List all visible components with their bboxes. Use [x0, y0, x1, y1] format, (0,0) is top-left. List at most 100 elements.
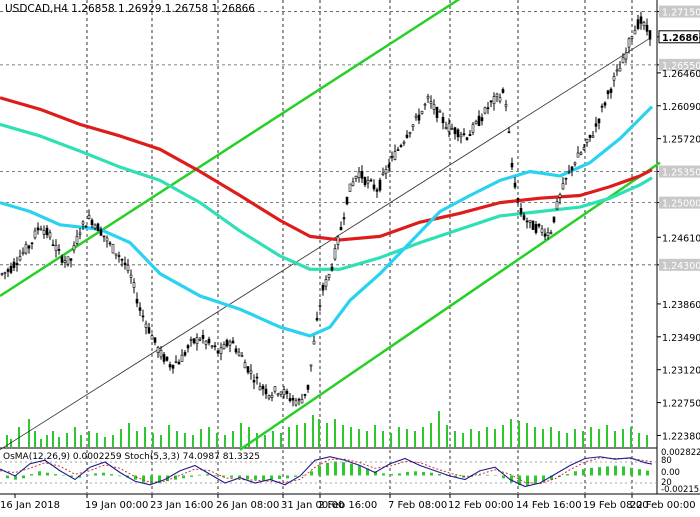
current-price-label: 1.26866: [662, 33, 700, 44]
volume-bar: [502, 425, 504, 447]
candle-body: [624, 52, 628, 60]
volume-bar: [184, 433, 186, 447]
osma-bar: [438, 474, 441, 476]
candle-body: [423, 103, 427, 106]
chart-title: USDCAD,H4 1.26858 1.26929 1.26758 1.2686…: [5, 3, 255, 15]
volume-bar: [510, 419, 512, 447]
candle-body: [450, 128, 454, 130]
candle-body: [501, 89, 505, 93]
candle-body: [246, 366, 250, 373]
candle-body: [345, 196, 349, 205]
candle-body: [240, 355, 244, 357]
candle-body: [63, 260, 67, 263]
osma-bar: [110, 474, 113, 476]
osma-bar: [342, 462, 345, 476]
osma-bar: [590, 467, 593, 476]
candle-body: [354, 175, 358, 179]
osma-bar: [78, 475, 81, 478]
candle-body: [582, 147, 586, 150]
candle-body: [228, 341, 232, 346]
time-axis: 16 Jan 2018 19 Jan 00:00 23 Jan 16:00 26 Ja…: [0, 494, 696, 511]
candle-body: [189, 339, 193, 341]
candle-body: [600, 105, 604, 108]
candle-body: [276, 393, 280, 396]
osc-axis-label: 80: [661, 456, 672, 466]
candle-body: [318, 305, 322, 307]
candle-body: [186, 345, 190, 349]
volume-bar: [176, 431, 178, 447]
candle-body: [84, 225, 88, 228]
volume-bar: [398, 427, 400, 447]
volume-bar: [582, 431, 584, 447]
osc-axis-label: 0.002822: [661, 448, 700, 458]
candle-body: [465, 137, 469, 140]
moving-average-line: [0, 96, 653, 242]
candle-body: [288, 398, 292, 402]
candle-body: [177, 361, 181, 365]
candle-body: [462, 133, 466, 135]
candle-body: [231, 340, 235, 344]
volume-bar: [96, 433, 98, 447]
candle-body: [3, 272, 7, 274]
candle-body: [165, 356, 169, 361]
osma-bar: [398, 473, 401, 476]
candle-body: [309, 364, 313, 367]
volume-bar: [208, 427, 210, 447]
osma-bar: [270, 475, 273, 480]
volume-bar: [342, 425, 344, 447]
volume-bar: [104, 437, 106, 447]
candle-body: [9, 265, 13, 273]
candle-body: [540, 228, 544, 233]
candle-body: [162, 354, 166, 362]
candle-body: [441, 117, 445, 124]
candle-body: [330, 266, 334, 271]
candle-body: [366, 180, 370, 184]
volume-bar: [248, 427, 250, 447]
time-tick-label: 22 Feb 00:00: [630, 500, 696, 511]
candle-body: [303, 393, 307, 396]
osma-bar: [526, 475, 529, 486]
osma-bar: [134, 475, 137, 480]
osma-bar: [502, 475, 505, 479]
osma-bar: [190, 475, 193, 477]
osma-bar: [294, 475, 297, 477]
candle-body: [102, 235, 106, 238]
trend-lines: [0, 0, 661, 451]
candle-body: [21, 251, 25, 254]
osma-bar: [630, 467, 633, 476]
candle-body: [219, 347, 223, 354]
candle-body: [315, 317, 319, 321]
candle-body: [579, 152, 583, 155]
candle-body: [126, 264, 130, 271]
candle-body: [39, 228, 43, 231]
current-price-label-bg: [658, 30, 700, 44]
volume-bar: [430, 423, 432, 447]
osma-bar: [454, 475, 457, 477]
candle-body: [513, 182, 517, 188]
trend-line: [0, 0, 461, 297]
candle-body: [273, 386, 277, 392]
price-tick-label: 1.27150: [662, 8, 700, 19]
osma-bar: [22, 475, 25, 479]
volume-bar: [296, 425, 298, 447]
osma-bar: [238, 475, 241, 479]
volume-bar: [128, 423, 130, 447]
volume-bar: [622, 429, 624, 447]
candle-body: [642, 22, 646, 27]
level-label-bg: [659, 196, 700, 209]
candle-body: [480, 117, 484, 122]
volume-bar: [486, 427, 488, 447]
volume-bar: [200, 429, 202, 447]
candle-body: [6, 269, 10, 272]
candle-body: [474, 121, 478, 124]
candle-body: [18, 256, 22, 261]
candle-body: [45, 227, 49, 236]
candle-body: [351, 181, 355, 186]
volume-bar: [614, 431, 616, 447]
osma-bar: [606, 466, 609, 476]
candle-body: [15, 263, 19, 266]
osma-bar: [230, 475, 233, 478]
candle-body: [357, 171, 361, 178]
